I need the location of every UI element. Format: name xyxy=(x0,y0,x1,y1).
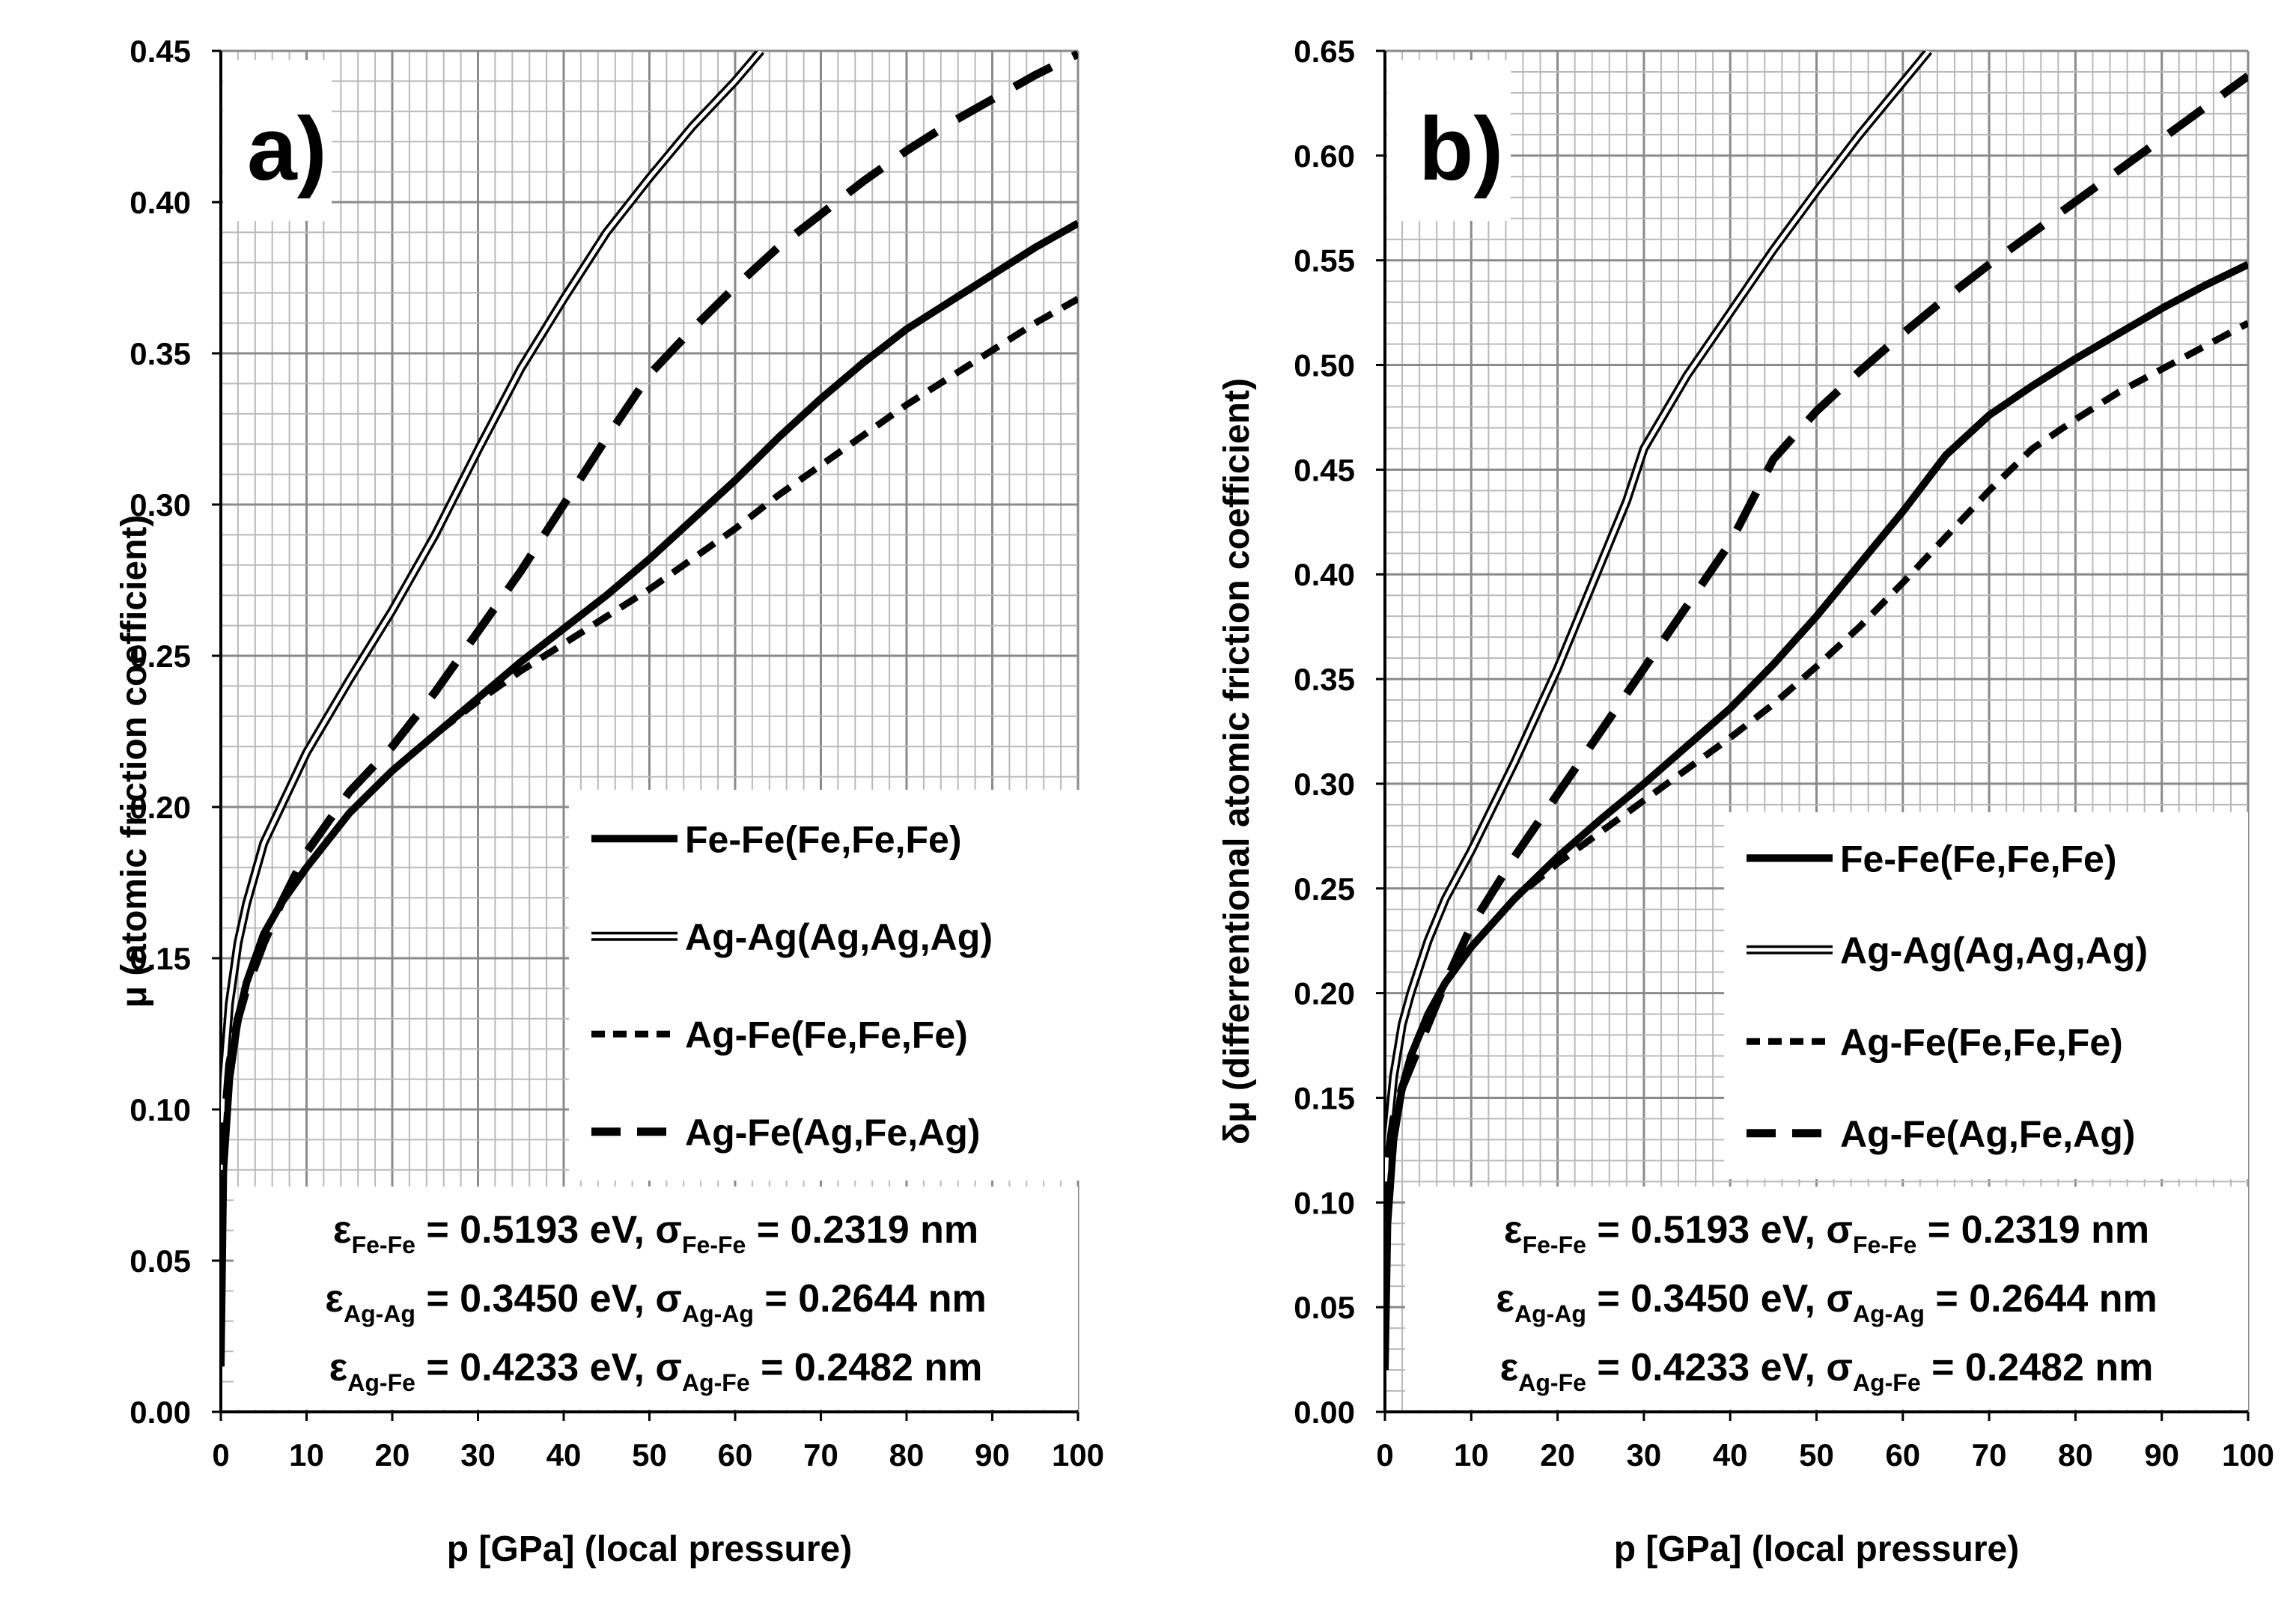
y-tick-label: 0.45 xyxy=(130,34,191,69)
series-group xyxy=(1385,51,2248,1371)
param-line: εFe-Fe = 0.5193 eV, σFe-Fe = 0.2319 nm xyxy=(333,1208,978,1258)
x-tick-label: 50 xyxy=(632,1437,667,1473)
y-tick-label: 0.50 xyxy=(1294,348,1355,383)
legend-label: Fe-Fe(Fe,Fe,Fe) xyxy=(1840,838,2116,880)
legend-label: Fe-Fe(Fe,Fe,Fe) xyxy=(685,818,961,860)
x-tick-label: 90 xyxy=(975,1437,1010,1473)
x-tick-label: 0 xyxy=(212,1437,229,1473)
y-tick-label: 0.00 xyxy=(130,1395,191,1430)
x-tick-label: 60 xyxy=(718,1437,753,1473)
series-line-ag-ag-ag-ag-ag-inner xyxy=(221,51,763,1170)
y-tick-label: 0.40 xyxy=(1294,557,1355,592)
y-tick-label: 0.10 xyxy=(1294,1185,1355,1220)
y-tick-label: 0.65 xyxy=(1294,34,1355,69)
chart-panel-a: 0 10 20 30 40 50 60 70 80 90 100 0.00 0.05 0.10 0.15 0.… xyxy=(115,34,1104,1569)
series-line-ag-fe-fe-fe-fe xyxy=(221,296,1078,1352)
y-tick-label: 0.20 xyxy=(130,790,191,825)
param-line: εAg-Ag = 0.3450 eV, σAg-Ag = 0.2644 nm xyxy=(325,1277,986,1327)
y-tick-label: 0.05 xyxy=(1294,1290,1355,1325)
legend-label: Ag-Ag(Ag,Ag,Ag) xyxy=(685,916,993,958)
y-axis-label: μ (atomic friction coefficient) xyxy=(115,515,154,1008)
y-tick-label: 0.25 xyxy=(1294,871,1355,907)
panel-label-bg xyxy=(223,60,332,221)
x-tick-label: 40 xyxy=(1713,1437,1748,1473)
x-tick-label: 60 xyxy=(1885,1437,1920,1473)
x-tick-label: 100 xyxy=(1052,1437,1104,1473)
x-tick-label: 100 xyxy=(2222,1437,2274,1473)
y-tick-label: 0.15 xyxy=(130,941,191,976)
panel-label: b) xyxy=(1419,99,1503,199)
y-tick-label: 0.35 xyxy=(1294,662,1355,697)
y-tick-label: 0.15 xyxy=(1294,1080,1355,1115)
x-axis-label: p [GPa] (local pressure) xyxy=(447,1529,852,1569)
y-tick-label: 0.05 xyxy=(130,1243,191,1279)
params-box xyxy=(1405,1187,2248,1410)
chart-panel-b: 0 10 20 30 40 50 60 70 80 90 100 0.00 0.05 0.10 0.15 0.… xyxy=(1217,34,2274,1569)
y-tick-label: 0.30 xyxy=(130,487,191,523)
y-axis-label: δμ (differrentional atomic friction coef… xyxy=(1217,378,1257,1145)
x-tick-label: 40 xyxy=(546,1437,582,1473)
x-tick-label: 0 xyxy=(1376,1437,1393,1473)
y-tick-label: 0.10 xyxy=(130,1092,191,1127)
panel-label-bg xyxy=(1387,60,1511,221)
x-tick-label: 20 xyxy=(375,1437,410,1473)
legend-label: Ag-Fe(Fe,Fe,Fe) xyxy=(685,1014,968,1056)
legend-label: Ag-Fe(Ag,Fe,Ag) xyxy=(1840,1113,2135,1155)
x-tick-label: 20 xyxy=(1540,1437,1575,1473)
x-tick-label: 30 xyxy=(460,1437,496,1473)
x-tick-label: 10 xyxy=(289,1437,324,1473)
y-tick-label: 0.55 xyxy=(1294,243,1355,278)
y-tick-label: 0.30 xyxy=(1294,767,1355,802)
x-tick-label: 70 xyxy=(803,1437,838,1473)
series-group xyxy=(221,51,1078,1367)
panel-label: a) xyxy=(247,99,327,199)
series-line-ag-fe-fe-fe-fe xyxy=(1385,320,2248,1350)
param-line: εFe-Fe = 0.5193 eV, σFe-Fe = 0.2319 nm xyxy=(1504,1208,2149,1258)
param-line: εAg-Fe = 0.4233 eV, σAg-Fe = 0.2482 nm xyxy=(329,1346,983,1396)
legend-box xyxy=(569,790,1080,1181)
y-tick-label: 0.25 xyxy=(130,639,191,674)
x-tick-label: 10 xyxy=(1454,1437,1489,1473)
x-tick-label: 80 xyxy=(889,1437,925,1473)
legend-label: Ag-Fe(Ag,Fe,Ag) xyxy=(685,1112,980,1154)
legend-label: Ag-Fe(Fe,Fe,Fe) xyxy=(1840,1021,2123,1063)
x-tick-label: 80 xyxy=(2058,1437,2093,1473)
series-line-ag-fe-ag-fe-ag xyxy=(1385,73,2248,1224)
y-tick-label: 0.60 xyxy=(1294,138,1355,174)
y-tick-label: 0.35 xyxy=(130,336,191,371)
x-tick-label: 70 xyxy=(1972,1437,2007,1473)
param-line: εAg-Fe = 0.4233 eV, σAg-Fe = 0.2482 nm xyxy=(1500,1346,2154,1396)
x-tick-label: 50 xyxy=(1799,1437,1834,1473)
params-box xyxy=(234,1187,1078,1410)
legend-label: Ag-Ag(Ag,Ag,Ag) xyxy=(1840,930,2148,972)
series-line-fe-fe-fe-fe-fe xyxy=(1385,261,2248,1371)
param-line: εAg-Ag = 0.3450 eV, σAg-Ag = 0.2644 nm xyxy=(1496,1277,2157,1327)
x-axis-label: p [GPa] (local pressure) xyxy=(1614,1529,2019,1569)
y-tick-label: 0.00 xyxy=(1294,1395,1355,1430)
y-tick-label: 0.40 xyxy=(130,185,191,220)
x-tick-label: 30 xyxy=(1627,1437,1662,1473)
series-line-ag-ag-ag-ag-ag-inner xyxy=(1385,51,1931,1203)
x-tick-label: 90 xyxy=(2144,1437,2179,1473)
y-tick-label: 0.45 xyxy=(1294,452,1355,487)
y-tick-label: 0.20 xyxy=(1294,976,1355,1011)
legend-box xyxy=(1724,812,2248,1179)
